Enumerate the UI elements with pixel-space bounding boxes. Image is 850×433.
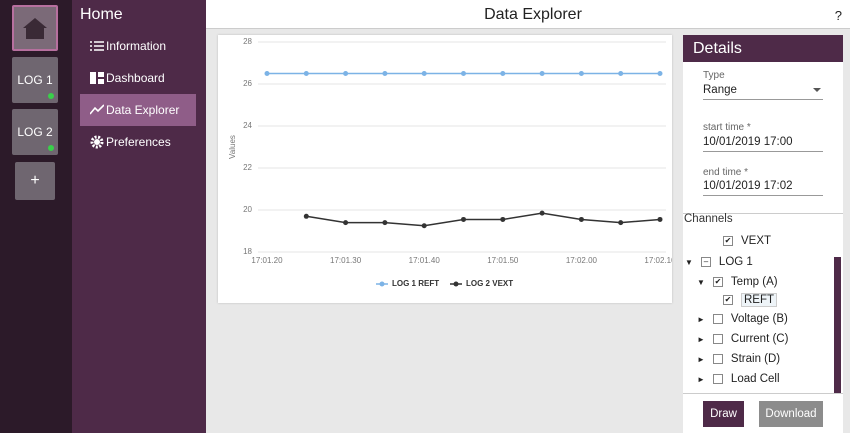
log-tile[interactable]: LOG 2: [12, 109, 58, 155]
nav-label: Dashboard: [106, 71, 165, 85]
y-tick-label: 18: [243, 247, 252, 256]
data-point: [382, 71, 388, 76]
data-point: [500, 216, 506, 222]
field-label: Type: [703, 70, 725, 81]
nav-label: Information: [106, 39, 167, 53]
data-point: [303, 213, 309, 219]
field-label: end time *: [703, 167, 749, 178]
x-tick-label: 17:02.10: [644, 256, 672, 265]
details-panel: Details Type Range start time * 10/01/20…: [683, 35, 843, 433]
channels-title: Channels: [684, 213, 733, 225]
data-point: [578, 71, 584, 76]
draw-button[interactable]: Draw: [703, 401, 744, 427]
data-point: [500, 71, 506, 76]
y-axis-label: Values: [228, 135, 237, 159]
chart-card: Values 18 20 22 24 26 28 17:01.20 17:01.30 17:01…: [218, 35, 676, 303]
sidebar: Home Information Dashboard Data Explorer…: [72, 0, 206, 433]
data-point: [421, 223, 427, 229]
tree-label: Current (C): [730, 333, 789, 345]
nav-item[interactable]: Data Explorer: [80, 94, 196, 126]
data-point: [618, 71, 624, 76]
start-time-input[interactable]: 10/01/2019 17:00: [703, 136, 823, 152]
tree-label: Load Cell: [730, 373, 780, 385]
home-button[interactable]: [12, 5, 58, 51]
tree-item[interactable]: ► Current (C): [697, 333, 789, 345]
y-tick-label: 22: [243, 163, 252, 172]
type-select[interactable]: Range: [703, 84, 823, 100]
log-tile[interactable]: LOG 1: [12, 57, 58, 103]
data-point: [343, 220, 349, 226]
rail: LOG 1 LOG 2 +: [0, 0, 72, 433]
chart: Values 18 20 22 24 26 28 17:01.20 17:01.30 17:01…: [228, 37, 676, 288]
series-line: [306, 212, 661, 227]
field-label: start time *: [703, 122, 751, 133]
data-point: [618, 220, 624, 226]
tree-label: Voltage (B): [730, 313, 788, 325]
data-point: [461, 71, 466, 76]
field-value: Range: [703, 84, 737, 96]
header: Data Explorer ?: [206, 0, 850, 29]
tree-item[interactable]: ► Voltage (B): [697, 313, 788, 325]
x-tick-label: 17:01.50: [487, 256, 519, 265]
tree-item[interactable]: ► Load Cell: [697, 373, 780, 385]
nav-item[interactable]: Dashboard: [80, 62, 196, 94]
y-tick-label: 20: [243, 205, 252, 214]
add-button[interactable]: +: [15, 162, 55, 200]
legend-label: LOG 1 REFT: [392, 279, 439, 288]
y-tick-label: 28: [243, 37, 252, 46]
data-point: [264, 71, 270, 76]
data-point: [303, 71, 309, 76]
data-point: [539, 71, 545, 76]
help-button[interactable]: ?: [834, 8, 842, 23]
data-point: [421, 71, 427, 76]
data-point: [578, 216, 584, 222]
tree-item[interactable]: ▼ ✔ Temp (A): [697, 276, 778, 288]
data-point: [461, 216, 466, 222]
y-tick-label: 26: [243, 79, 252, 88]
x-tick-label: 17:02.00: [566, 256, 598, 265]
sidebar-title: Home: [80, 6, 123, 23]
tree-label: Temp (A): [730, 276, 778, 288]
tree-label: LOG 1: [718, 256, 753, 268]
tree-label: REFT: [741, 293, 778, 307]
y-tick-label: 24: [243, 121, 252, 130]
data-point: [343, 71, 349, 76]
tree-item[interactable]: ► Strain (D): [697, 353, 781, 365]
tree-label: VEXT: [741, 235, 772, 247]
data-point: [382, 220, 388, 226]
nav-label: Preferences: [106, 135, 171, 149]
page-title: Data Explorer: [484, 6, 582, 23]
tree-item[interactable]: ▼ – LOG 1: [685, 256, 753, 268]
legend-marker: [379, 281, 385, 287]
nav-label: Data Explorer: [106, 103, 180, 117]
x-tick-label: 17:01.20: [251, 256, 283, 265]
log-label: LOG 1: [17, 73, 53, 87]
log-label: LOG 2: [17, 125, 53, 139]
tree-item[interactable]: ✔ REFT: [723, 293, 778, 307]
download-button[interactable]: Download: [759, 401, 823, 427]
x-tick-label: 17:01.30: [330, 256, 362, 265]
tree-label: Strain (D): [730, 353, 781, 365]
nav-item[interactable]: Information: [80, 30, 196, 62]
x-tick-label: 17:01.40: [409, 256, 441, 265]
end-time-input[interactable]: 10/01/2019 17:02: [703, 180, 823, 196]
details-title: Details: [683, 35, 843, 62]
legend-marker: [453, 281, 459, 287]
legend-label: LOG 2 VEXT: [466, 279, 513, 288]
tree-item[interactable]: ✔ VEXT: [723, 235, 772, 247]
nav-item[interactable]: Preferences: [80, 126, 196, 158]
data-point: [657, 216, 663, 222]
data-point: [657, 71, 663, 76]
data-point: [539, 210, 545, 216]
